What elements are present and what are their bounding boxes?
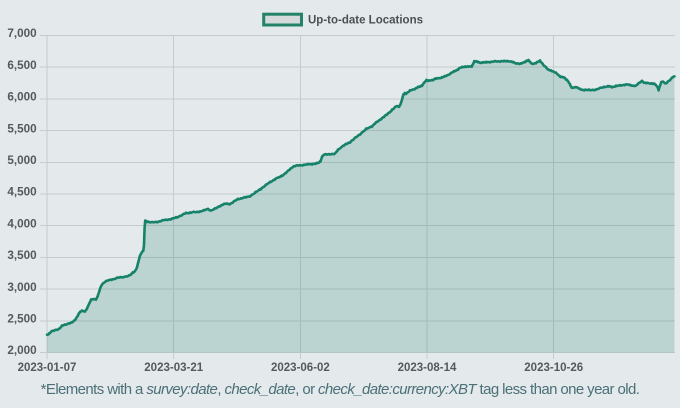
svg-text:2023-10-26: 2023-10-26: [524, 362, 583, 374]
svg-text:4,000: 4,000: [7, 217, 37, 230]
svg-text:2023-03-21: 2023-03-21: [144, 362, 203, 374]
svg-text:3,500: 3,500: [7, 249, 37, 262]
svg-text:2023-08-14: 2023-08-14: [398, 362, 457, 374]
svg-text:6,000: 6,000: [7, 91, 37, 104]
svg-text:3,000: 3,000: [7, 281, 37, 294]
svg-text:2,000: 2,000: [7, 344, 37, 357]
svg-text:6,500: 6,500: [7, 59, 37, 72]
svg-text:7,000: 7,000: [7, 27, 37, 40]
svg-text:2023-06-02: 2023-06-02: [271, 362, 330, 374]
svg-text:2023-01-07: 2023-01-07: [18, 362, 77, 374]
svg-text:4,500: 4,500: [7, 186, 37, 199]
svg-text:Up-to-date Locations: Up-to-date Locations: [308, 15, 423, 27]
svg-text:5,500: 5,500: [7, 122, 37, 135]
svg-text:5,000: 5,000: [7, 154, 37, 167]
svg-text:2,500: 2,500: [7, 313, 37, 326]
